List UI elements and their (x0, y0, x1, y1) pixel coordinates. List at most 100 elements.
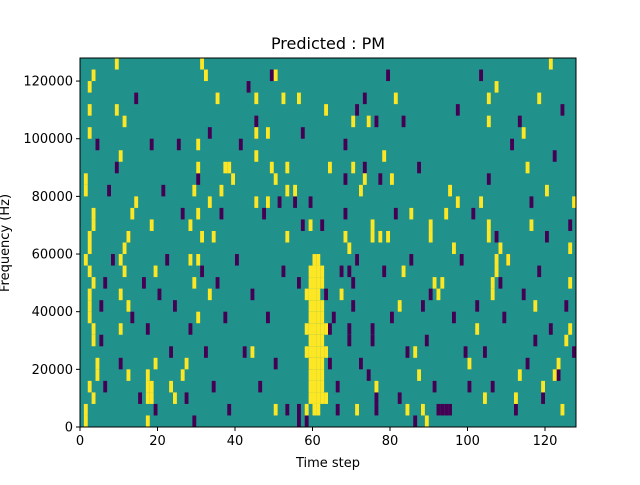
heatmap-cell-high (196, 161, 201, 174)
heatmap-cell-high (479, 196, 483, 208)
heatmap-cell-low (347, 265, 352, 278)
heatmap-cell-high (87, 242, 92, 255)
heatmap-cell-low (479, 69, 483, 82)
heatmap-cell-high (312, 254, 317, 266)
heatmap-cell-low (390, 311, 394, 324)
heatmap-cell-low (138, 392, 142, 404)
heatmap-cell-high (405, 403, 410, 416)
heatmap-cell-high (312, 380, 317, 393)
heatmap-cell-low (103, 277, 108, 289)
heatmap-cell-high (521, 127, 526, 139)
heatmap-cell-low (180, 207, 185, 220)
heatmap-cell-high (83, 415, 88, 427)
heatmap-cell-high (173, 392, 177, 404)
y-tick-label: 40000 (32, 305, 73, 320)
heatmap-cell-high (266, 127, 270, 139)
heatmap-cell-high (393, 92, 398, 105)
heatmap-cell-low (335, 380, 340, 393)
heatmap-cell-low (548, 323, 553, 335)
heatmap-cell-high (494, 265, 499, 278)
heatmap-cell-low (471, 207, 476, 220)
heatmap-cell-low (490, 380, 495, 393)
heatmap-cell-low (196, 173, 201, 185)
heatmap-cell-high (467, 357, 472, 370)
heatmap-cell-high (428, 230, 433, 243)
heatmap-cell-high (83, 403, 88, 416)
heatmap-cell-low (114, 161, 119, 174)
heatmap-cell-high (452, 242, 456, 255)
heatmap-cell-high (324, 323, 328, 335)
heatmap-cell-low (347, 323, 352, 335)
heatmap-cell-low (111, 254, 115, 266)
heatmap-cell-high (308, 323, 313, 335)
heatmap-cell-high (254, 127, 259, 139)
heatmap-cell-high (87, 300, 92, 312)
heatmap-cell-high (273, 173, 278, 185)
heatmap-cell-low (525, 357, 530, 370)
heatmap-cell-high (250, 346, 255, 358)
heatmap-cell-high (254, 150, 259, 162)
y-tick-label: 80000 (32, 190, 73, 205)
heatmap-cell-high (149, 392, 154, 404)
heatmap-cell-high (552, 369, 557, 381)
heatmap-cell-low (273, 357, 278, 370)
heatmap-cell-high (486, 230, 491, 243)
heatmap-cell-low (351, 300, 356, 312)
heatmap-cell-high (145, 380, 150, 393)
heatmap-cell-high (145, 392, 150, 404)
heatmap-cell-high (312, 346, 317, 358)
heatmap-cell-low (440, 403, 445, 416)
heatmap-cell-low (572, 346, 576, 358)
heatmap-cell-low (258, 380, 263, 393)
heatmap-cell-low (494, 230, 499, 243)
heatmap-cell-low (142, 277, 146, 289)
heatmap-cell-low (393, 207, 398, 220)
heatmap-cell-high (308, 369, 313, 381)
heatmap-cell-high (91, 277, 96, 289)
heatmap-cell-high (568, 277, 573, 289)
heatmap-cell-low (413, 415, 418, 427)
heatmap-cell-high (204, 69, 208, 82)
heatmap-cell-low (564, 300, 569, 312)
heatmap-cell-high (370, 230, 375, 243)
heatmap-cell-high (316, 380, 321, 393)
heatmap-cell-high (382, 150, 387, 162)
heatmap-cell-low (455, 104, 460, 116)
heatmap-cell-low (219, 207, 224, 220)
heatmap-cell-high (118, 254, 123, 266)
y-axis: 0 20000 40000 60000 80000 100000 120000 (23, 75, 80, 436)
heatmap-cell-low (215, 277, 220, 289)
heatmap-cell-low (386, 69, 390, 82)
heatmap-cell-high (312, 403, 317, 416)
heatmap-cell-high (316, 254, 321, 266)
heatmap-cell-low (421, 300, 425, 312)
heatmap-cell-high (494, 254, 499, 266)
heatmap-cell-low (118, 357, 123, 370)
heatmap-cell-high (304, 323, 309, 335)
heatmap-cell-high (87, 104, 92, 116)
heatmap-cell-high (397, 300, 402, 312)
heatmap-cell-low (428, 288, 433, 301)
heatmap-cell-high (316, 334, 321, 347)
heatmap-cell-high (169, 380, 173, 393)
heatmap-cell-low (277, 196, 282, 208)
x-tick-label: 20 (149, 434, 166, 449)
heatmap-cell-high (486, 219, 491, 231)
heatmap-cell-high (324, 104, 328, 116)
x-tick-label: 60 (304, 434, 321, 449)
heatmap-cell-low (184, 392, 189, 404)
heatmap-cell-low (444, 403, 449, 416)
heatmap-cell-high (343, 230, 348, 243)
heatmap-cell-high (316, 357, 321, 370)
heatmap-cell-high (308, 380, 313, 393)
heatmap-cell-low (517, 115, 522, 128)
heatmap-cell-high (312, 277, 317, 289)
heatmap-cell-high (219, 184, 224, 197)
heatmap-cell-low (362, 92, 367, 105)
heatmap-cell-low (281, 265, 286, 278)
heatmap-cell-high (122, 265, 127, 278)
heatmap-cell-high (188, 254, 193, 266)
heatmap-cell-high (316, 346, 321, 358)
heatmap-cell-high (568, 323, 573, 335)
heatmap-cell-high (308, 392, 313, 404)
